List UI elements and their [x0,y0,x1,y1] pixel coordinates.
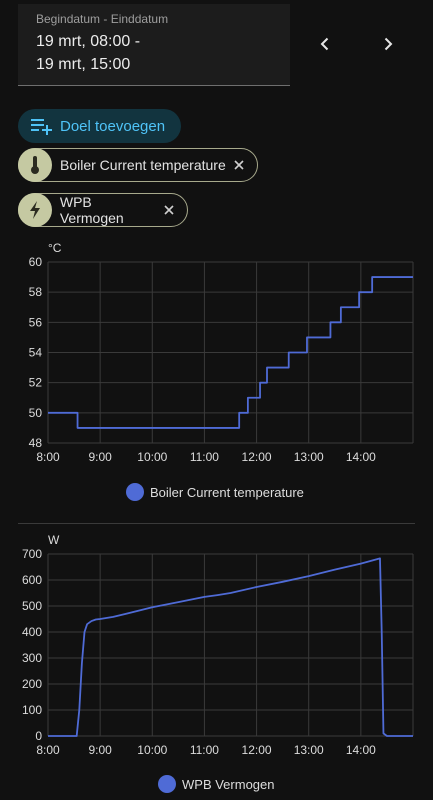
y-tick-label: 300 [22,651,42,665]
remove-chip-button[interactable] [229,155,249,175]
y-tick-label: 60 [29,255,43,269]
legend-swatch [126,483,144,501]
legend-label: WPB Vermogen [182,776,275,792]
x-tick-label: 8:00 [36,743,60,757]
x-tick-label: 10:00 [137,743,167,757]
y-axis-label: W [48,533,60,547]
next-period-button[interactable] [374,30,402,58]
legend-boiler-temperature[interactable]: Boiler Current temperature [126,483,304,501]
power-chart: 0 100 200 300 400 500 600 700 8:00 9:00 10:00 11:00… [22,533,414,757]
x-tick-label: 8:00 [36,450,60,464]
legend-swatch [158,775,176,793]
add-target-button[interactable]: Doel toevoegen [18,109,181,143]
y-tick-label: 400 [22,625,42,639]
chevron-right-icon [384,37,393,51]
x-tick-label: 10:00 [137,450,167,464]
y-tick-label: 200 [22,677,42,691]
y-tick-label: 58 [29,285,43,299]
x-tick-label: 9:00 [88,450,112,464]
remove-chip-button[interactable] [159,200,179,220]
x-tick-label: 14:00 [346,450,376,464]
x-tick-label: 9:00 [88,743,112,757]
series-line [48,276,413,429]
date-end: 19 mrt, 15:00 [36,56,131,73]
date-start: 19 mrt, 08:00 - [36,33,141,50]
y-tick-label: 600 [22,573,42,587]
series-line [48,557,413,737]
lightning-icon [18,193,52,227]
legend-label: Boiler Current temperature [150,484,304,500]
chip-wpb-power[interactable]: WPB Vermogen [18,193,188,227]
divider [18,523,415,524]
x-tick-label: 11:00 [190,743,219,757]
y-axis-label: °C [48,241,62,255]
date-range-picker[interactable]: Begindatum - Einddatum 19 mrt, 08:00 - 1… [18,4,290,86]
chip-boiler-temperature[interactable]: Boiler Current temperature [18,148,258,182]
x-tick-label: 13:00 [294,450,324,464]
y-tick-label: 56 [29,315,43,329]
chip-label: WPB Vermogen [59,194,124,226]
close-icon [234,160,244,170]
x-tick-label: 11:00 [190,450,219,464]
y-tick-label: 500 [22,599,42,613]
date-range-label: Begindatum - Einddatum [36,12,169,26]
y-tick-label: 700 [22,547,42,561]
x-tick-label: 12:00 [242,450,272,464]
x-tick-label: 14:00 [346,743,376,757]
y-tick-label: 54 [29,346,43,360]
x-tick-label: 12:00 [242,743,272,757]
y-tick-label: 52 [29,376,43,390]
add-target-label: Doel toevoegen [60,117,166,135]
y-tick-label: 50 [29,406,43,420]
legend-wpb-power[interactable]: WPB Vermogen [158,775,275,793]
x-tick-label: 13:00 [294,743,324,757]
chevron-left-icon [320,37,329,51]
thermometer-icon [18,148,52,182]
y-tick-label: 0 [35,729,42,743]
y-tick-label: 100 [22,703,42,717]
previous-period-button[interactable] [311,30,339,58]
y-tick-label: 48 [29,436,43,450]
chip-label: Boiler Current temperature [60,157,226,173]
playlist-add-icon [31,119,52,135]
temperature-chart: 48 50 52 54 56 58 60 8:00 9:00 10:00 11:00 12:00 13:… [29,241,414,464]
close-icon [164,205,174,215]
